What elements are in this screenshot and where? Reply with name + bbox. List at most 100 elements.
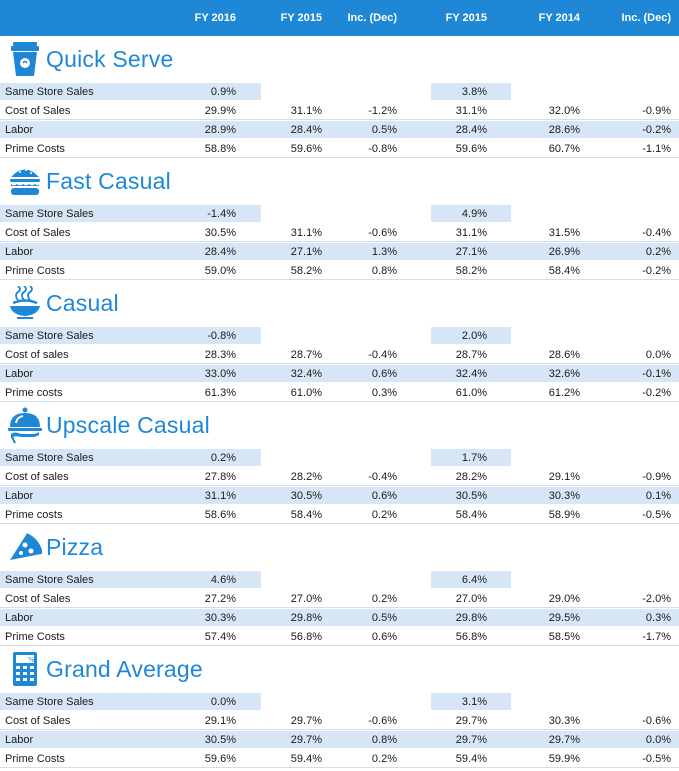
row-value: 0.0%: [645, 348, 671, 361]
row-value: 60.7%: [548, 142, 580, 155]
row-value: -0.9%: [642, 104, 671, 117]
row-value: 0.3%: [645, 611, 671, 624]
row-value: 31.1%: [204, 489, 236, 502]
row-value: 33.0%: [204, 367, 236, 380]
row-value: 59.4%: [455, 752, 487, 765]
row-value: -0.4%: [642, 226, 671, 239]
row-value: 57.4%: [204, 630, 236, 643]
row-value: 0.2%: [371, 592, 397, 605]
row-value: 58.4%: [455, 508, 487, 521]
row-value: 59.4%: [290, 752, 322, 765]
table-row: Prime Costs 57.4% 56.8% 0.6% 56.8% 58.5% -1.7%: [0, 627, 679, 646]
row-value: 29.8%: [455, 611, 487, 624]
row-value: -0.6%: [368, 226, 397, 239]
row-value: 58.9%: [548, 508, 580, 521]
pizza-slice-icon: [6, 527, 44, 567]
row-value: -0.9%: [642, 470, 671, 483]
section-title-text: Casual: [46, 289, 119, 316]
table-row: Cost of sales 28.3% 28.7% -0.4% 28.7% 28.6% 0.…: [0, 345, 679, 364]
section-title: Fast Casual: [0, 158, 679, 204]
row-value: -0.6%: [642, 714, 671, 727]
row-value: 29.7%: [455, 714, 487, 727]
header-fy2014: FY 2014: [538, 12, 580, 24]
row-value: 56.8%: [455, 630, 487, 643]
section-casual: Casual Same Store Sales -0.8% 2.0% Cost of s…: [0, 280, 679, 402]
row-label: Cost of Sales: [5, 592, 71, 605]
table-row: Labor 33.0% 32.4% 0.6% 32.4% 32.6% -0.1%: [0, 364, 679, 383]
row-value: 61.3%: [204, 386, 236, 399]
row-value: -0.6%: [368, 714, 397, 727]
row-value: 31.1%: [455, 104, 487, 117]
row-value: 0.8%: [371, 733, 397, 746]
header-inc-dec-b: Inc. (Dec): [621, 12, 671, 24]
row-value: 32.4%: [290, 367, 322, 380]
table-row: Cost of Sales 29.1% 29.7% -0.6% 29.7% 30.3% -0…: [0, 711, 679, 730]
row-label: Same Store Sales: [5, 695, 94, 708]
header-fy2015-a: FY 2015: [280, 12, 322, 24]
row-value: 27.2%: [204, 592, 236, 605]
table-row: Labor 30.3% 29.8% 0.5% 29.8% 29.5% 0.3%: [0, 608, 679, 627]
row-value: 29.7%: [455, 733, 487, 746]
row-value: 58.4%: [548, 264, 580, 277]
row-value: 29.1%: [548, 470, 580, 483]
row-value: 61.0%: [290, 386, 322, 399]
row-value: 28.7%: [290, 348, 322, 361]
row-label: Prime Costs: [5, 264, 65, 277]
section-title-text: Upscale Casual: [46, 411, 210, 438]
row-label: Cost of sales: [5, 348, 69, 361]
row-value: -2.0%: [642, 592, 671, 605]
row-value: 0.2%: [371, 752, 397, 765]
row-value: 1.3%: [371, 245, 397, 258]
table-row: Prime costs 58.6% 58.4% 0.2% 58.4% 58.9% -0.5%: [0, 505, 679, 524]
row-value: 0.3%: [371, 386, 397, 399]
row-value: -0.8%: [207, 329, 236, 342]
row-value: 59.6%: [204, 752, 236, 765]
row-label: Labor: [5, 489, 34, 502]
row-label: Cost of Sales: [5, 226, 71, 239]
row-label: Prime costs: [5, 508, 63, 521]
row-value: 56.8%: [290, 630, 322, 643]
row-value: 28.2%: [290, 470, 322, 483]
table-row: Cost of Sales 27.2% 27.0% 0.2% 27.0% 29.0% -2.…: [0, 589, 679, 608]
row-label: Prime costs: [5, 386, 63, 399]
row-value: 27.0%: [290, 592, 322, 605]
section-title-text: Grand Average: [46, 655, 203, 682]
row-value: 1.7%: [461, 451, 487, 464]
row-value: -1.7%: [642, 630, 671, 643]
row-value: 4.6%: [210, 573, 236, 586]
row-label: Prime Costs: [5, 630, 65, 643]
row-value: 32.6%: [548, 367, 580, 380]
table-row: Cost of sales 27.8% 28.2% -0.4% 28.2% 29.1% -0…: [0, 467, 679, 486]
row-value: 30.3%: [204, 611, 236, 624]
row-label: Same Store Sales: [5, 85, 94, 98]
row-value: 59.6%: [290, 142, 322, 155]
row-value: 58.4%: [290, 508, 322, 521]
row-value: 31.5%: [548, 226, 580, 239]
burger-icon: [6, 161, 44, 201]
row-label: Same Store Sales: [5, 451, 94, 464]
section-title-text: Pizza: [46, 533, 104, 560]
row-value: 30.3%: [548, 489, 580, 502]
row-value: -0.2%: [642, 386, 671, 399]
row-label: Labor: [5, 123, 34, 136]
row-value: 30.5%: [290, 489, 322, 502]
row-value: 0.2%: [371, 508, 397, 521]
row-value: 30.5%: [204, 226, 236, 239]
table-row: Labor 28.9% 28.4% 0.5% 28.4% 28.6% -0.2%: [0, 120, 679, 139]
row-value: 58.8%: [204, 142, 236, 155]
row-value: -1.1%: [642, 142, 671, 155]
row-value: 6.4%: [461, 573, 487, 586]
table-row: Labor 30.5% 29.7% 0.8% 29.7% 29.7% 0.0%: [0, 730, 679, 749]
row-value: 59.9%: [548, 752, 580, 765]
row-label: Prime Costs: [5, 142, 65, 155]
row-value: 3.8%: [461, 85, 487, 98]
header-fy2016: FY 2016: [194, 12, 236, 24]
row-value: 28.3%: [204, 348, 236, 361]
row-value: 0.5%: [371, 611, 397, 624]
table-row: Prime Costs 58.8% 59.6% -0.8% 59.6% 60.7% -1.1…: [0, 139, 679, 158]
svg-text:%: %: [28, 656, 35, 664]
row-value: 29.8%: [290, 611, 322, 624]
row-value: 28.7%: [455, 348, 487, 361]
row-label: Same Store Sales: [5, 329, 94, 342]
header-inc-dec-a: Inc. (Dec): [347, 12, 397, 24]
